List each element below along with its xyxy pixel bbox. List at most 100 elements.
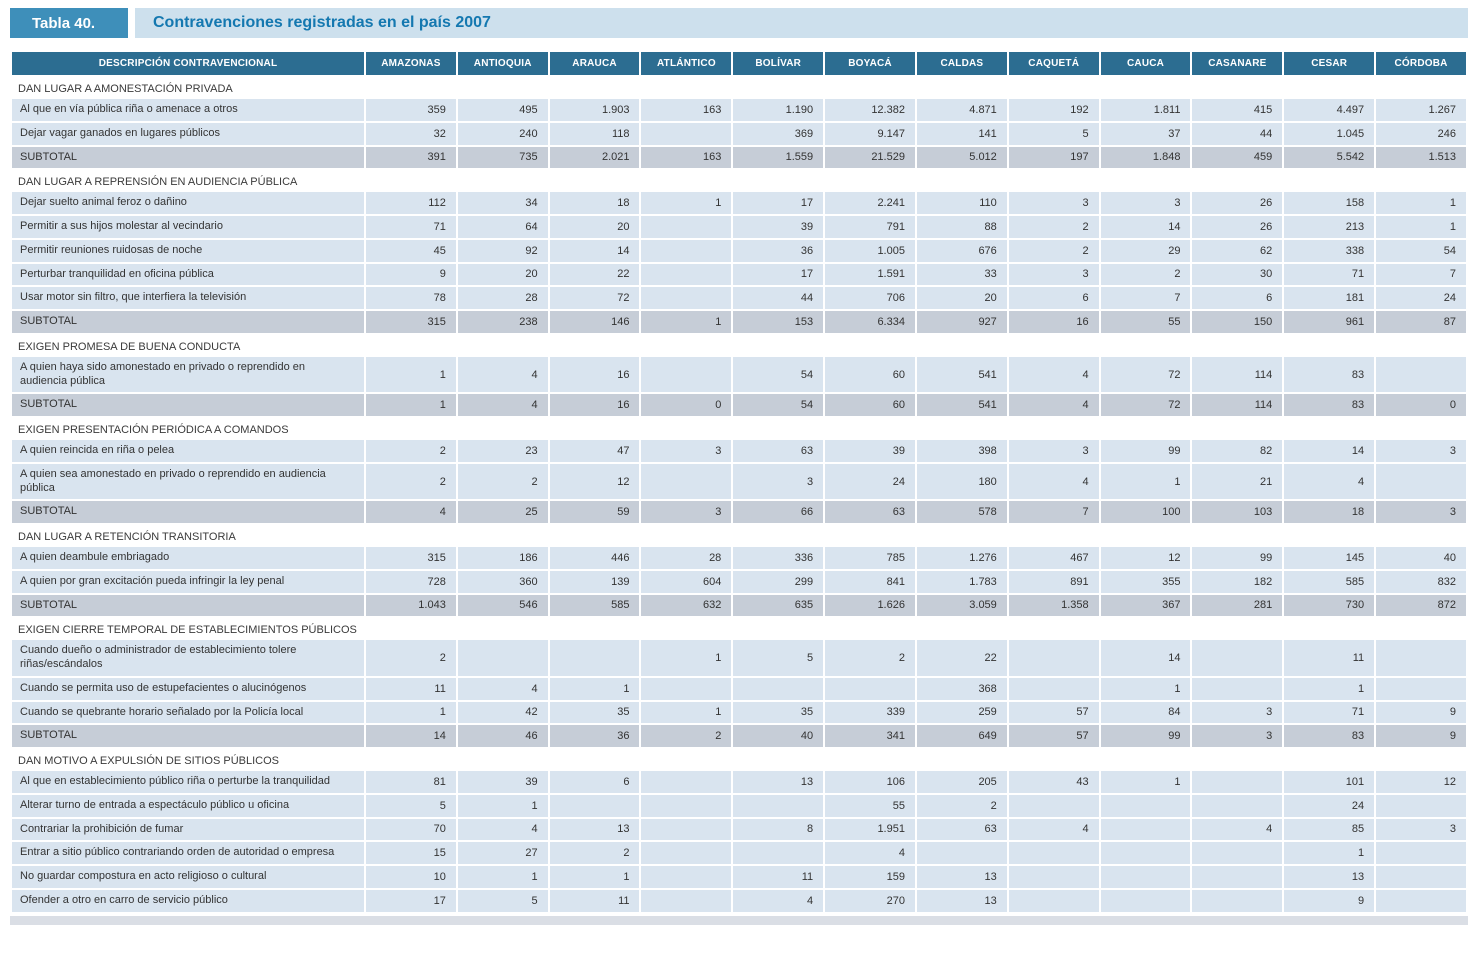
value-cell: 88 <box>916 216 1007 238</box>
value-cell: 63 <box>916 818 1007 841</box>
table-row: Dejar vagar ganados en lugares públicos 3… <box>12 122 1466 145</box>
row-label: Al que en establecimiento público riña o… <box>12 771 364 793</box>
value-cell: 5 <box>1008 122 1099 145</box>
section-header: EXIGEN CIERRE TEMPORAL DE ESTABLECIMIENT… <box>12 618 1466 639</box>
value-cell: 4.871 <box>916 99 1007 121</box>
value-cell: 34 <box>457 192 548 214</box>
value-cell: 1.358 <box>1008 594 1099 617</box>
value-cell: 398 <box>916 440 1007 462</box>
value-cell: 1 <box>1376 216 1466 238</box>
value-cell: 4 <box>1008 356 1099 393</box>
value-cell: 33 <box>916 263 1007 286</box>
value-cell: 60 <box>825 356 915 393</box>
value-cell: 99 <box>1192 547 1283 569</box>
page-title: Contravenciones registradas en el país 2… <box>153 14 491 31</box>
value-cell: 246 <box>1376 122 1466 145</box>
table-row: Permitir reuniones ruidosas de noche 45 92… <box>12 239 1466 262</box>
value-cell: 1.626 <box>825 594 915 617</box>
table-row: Al que en establecimiento público riña o… <box>12 771 1466 793</box>
value-cell: 81 <box>366 771 456 793</box>
row-label: SUBTOTAL <box>12 594 364 617</box>
column-header-description: DESCRIPCIÓN CONTRAVENCIONAL <box>12 52 364 75</box>
value-cell: 99 <box>1100 440 1191 462</box>
row-label: Perturbar tranquilidad en oficina públic… <box>12 263 364 286</box>
value-cell: 961 <box>1284 311 1375 333</box>
table-number-badge: Tabla 40. <box>10 8 128 38</box>
value-cell <box>1100 794 1191 817</box>
value-cell: 315 <box>366 311 456 333</box>
value-cell: 4 <box>457 394 548 416</box>
subtotal-row: SUBTOTAL 1.043 546 585 632 635 1.626 3.059 1.358… <box>12 594 1466 617</box>
value-cell <box>1376 866 1466 888</box>
value-cell: 7 <box>1376 263 1466 286</box>
value-cell: 37 <box>1100 122 1191 145</box>
value-cell: 100 <box>1100 501 1191 523</box>
value-cell: 20 <box>457 263 548 286</box>
value-cell: 3 <box>1008 192 1099 214</box>
value-cell: 18 <box>549 192 640 214</box>
value-cell: 1 <box>549 866 640 888</box>
value-cell: 163 <box>641 146 732 169</box>
value-cell <box>1008 866 1099 888</box>
value-cell: 11 <box>733 866 824 888</box>
value-cell: 55 <box>825 794 915 817</box>
value-cell: 27 <box>457 842 548 864</box>
value-cell <box>1376 356 1466 393</box>
row-label: SUBTOTAL <box>12 501 364 523</box>
value-cell: 18 <box>1284 501 1375 523</box>
value-cell: 39 <box>457 771 548 793</box>
value-cell: 21 <box>1192 463 1283 500</box>
table-body: DAN LUGAR A AMONESTACIÓN PRIVADA Al que e… <box>12 77 1466 912</box>
value-cell: 3 <box>1376 501 1466 523</box>
value-cell <box>1192 842 1283 864</box>
value-cell: 11 <box>1284 640 1375 676</box>
table-row: Dejar suelto animal feroz o dañino 112 34 1… <box>12 192 1466 214</box>
value-cell: 44 <box>1192 122 1283 145</box>
column-header: CESAR <box>1284 52 1375 75</box>
report-page: Tabla 40. Contravenciones registradas en… <box>10 8 1468 925</box>
row-label: Dejar vagar ganados en lugares públicos <box>12 122 364 145</box>
row-label: SUBTOTAL <box>12 725 364 747</box>
value-cell <box>1100 842 1191 864</box>
value-cell: 26 <box>1192 192 1283 214</box>
value-cell: 6 <box>549 771 640 793</box>
column-header: CÓRDOBA <box>1376 52 1466 75</box>
value-cell: 6 <box>1192 287 1283 309</box>
value-cell: 146 <box>549 311 640 333</box>
value-cell: 341 <box>825 725 915 747</box>
value-cell: 20 <box>549 216 640 238</box>
value-cell <box>1008 794 1099 817</box>
section-header: DAN LUGAR A AMONESTACIÓN PRIVADA <box>12 77 1466 97</box>
value-cell: 15 <box>366 842 456 864</box>
value-cell: 2.241 <box>825 192 915 214</box>
value-cell: 315 <box>366 547 456 569</box>
value-cell: 4 <box>1008 818 1099 841</box>
value-cell <box>641 818 732 841</box>
row-label: Cuando se permita uso de estupefacientes… <box>12 677 364 700</box>
value-cell: 2.021 <box>549 146 640 169</box>
value-cell: 1 <box>1376 192 1466 214</box>
value-cell: 42 <box>457 701 548 724</box>
value-cell: 2 <box>641 725 732 747</box>
value-cell: 735 <box>457 146 548 169</box>
value-cell: 192 <box>1008 99 1099 121</box>
value-cell: 163 <box>641 99 732 121</box>
value-cell: 0 <box>1376 394 1466 416</box>
value-cell: 28 <box>641 547 732 569</box>
value-cell: 1.951 <box>825 818 915 841</box>
value-cell: 158 <box>1284 192 1375 214</box>
value-cell: 110 <box>916 192 1007 214</box>
value-cell: 35 <box>549 701 640 724</box>
value-cell: 83 <box>1284 394 1375 416</box>
value-cell: 205 <box>916 771 1007 793</box>
value-cell: 369 <box>733 122 824 145</box>
value-cell: 12 <box>549 463 640 500</box>
value-cell: 22 <box>549 263 640 286</box>
value-cell: 14 <box>549 239 640 262</box>
section-header: EXIGEN PROMESA DE BUENA CONDUCTA <box>12 334 1466 355</box>
value-cell: 197 <box>1008 146 1099 169</box>
value-cell: 17 <box>733 192 824 214</box>
value-cell: 1.045 <box>1284 122 1375 145</box>
value-cell: 730 <box>1284 594 1375 617</box>
value-cell: 415 <box>1192 99 1283 121</box>
